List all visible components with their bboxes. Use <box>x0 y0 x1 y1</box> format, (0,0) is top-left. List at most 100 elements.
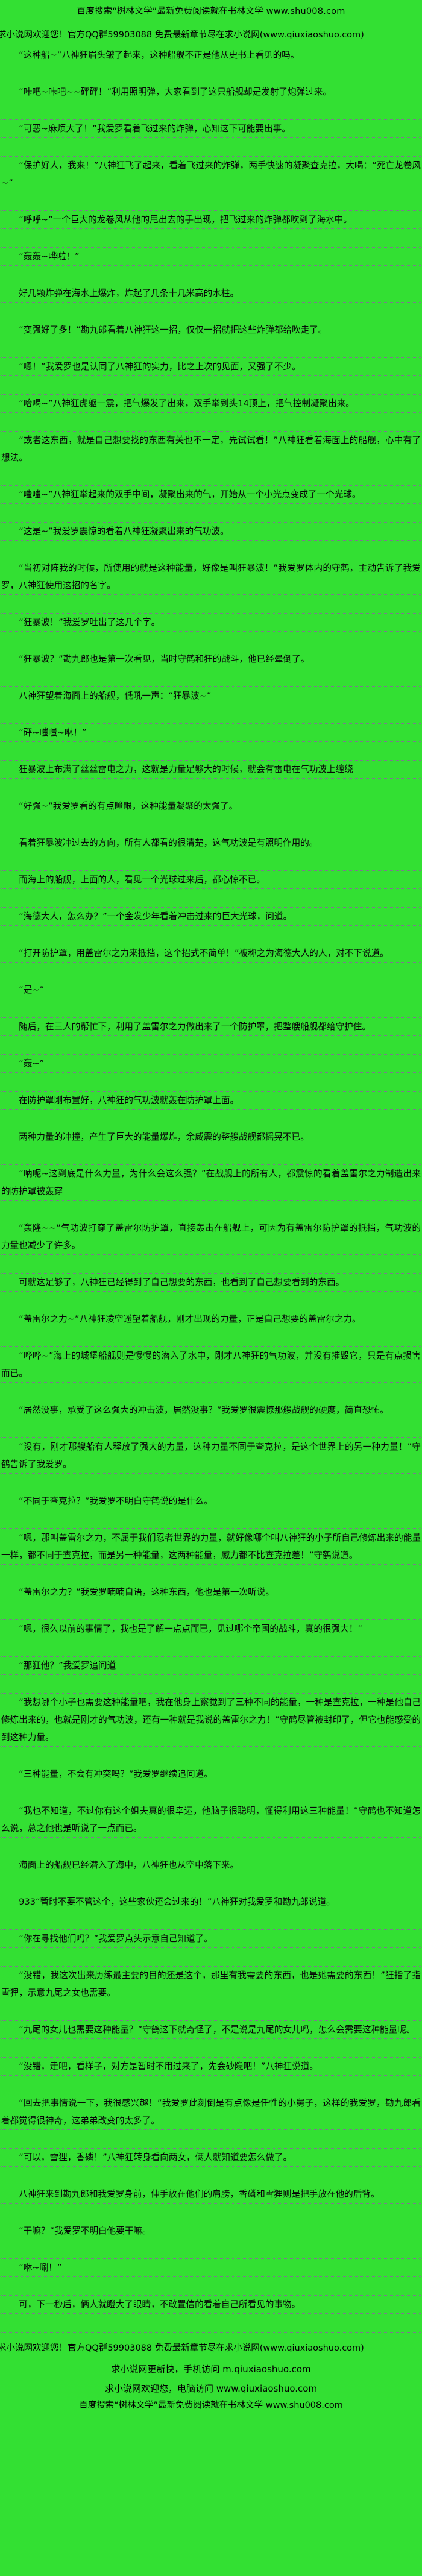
paragraph: “变强好了多！”勘九郎看着八神狂这一招，仅仅一招就把这些炸弹都给吹走了。 <box>1 321 421 339</box>
paragraph: 两种力量的冲撞，产生了巨大的能量爆炸，余威震的整艘战舰都摇晃不已。 <box>1 1128 421 1146</box>
paragraph-gap <box>1 2076 421 2094</box>
paragraph-gap <box>1 2130 421 2149</box>
welcome-banner-top-text: 求小说网欢迎您！官方QQ群59903088 免费最新章节尽在求小说网(www.q… <box>0 30 364 40</box>
paragraph: “没错，我这次出来历练最主要的目的还是这个，那里有我需要的东西，也是她需要的东西… <box>1 1967 421 2002</box>
paragraph: 而海上的船舰，上面的人，看见一个光球过来后，都心惊不已。 <box>1 871 421 889</box>
paragraph-gap <box>1 2039 421 2058</box>
paragraph: “嗯，很久以前的事情了，我也是了解一点点而已，见过哪个帝国的战斗，真的很强大！” <box>1 1620 421 1638</box>
bottom-banner-text: 百度搜索“树林文学”最新免费阅读就在书林文学 www.shu008.com <box>79 2401 343 2411</box>
paragraph: “盖雷尔之力~”八神狂凌空遥望着船舰，刚才出现的力量，正是自己想要的盖雷尔之力。 <box>1 1310 421 1328</box>
paragraph-gap <box>1 1292 421 1310</box>
paragraph: “可以，雪狸，香磷！”八神狂转身看向两女，俩人就知道要怎么做了。 <box>1 2149 421 2167</box>
paragraph: “干嘛？”我爱罗不明白他要干嘛。 <box>1 2222 421 2240</box>
paragraph: “你在寻找他们吗？”我爱罗点头示意自己知道了。 <box>1 1930 421 1948</box>
paragraph-gap <box>1 1838 421 1856</box>
paragraph: 可就这足够了，八神狂已经得到了自己想要的东西，也看到了自己想要看到的东西。 <box>1 1274 421 1292</box>
paragraph: “盖雷尔之力？”我爱罗喃喃自语，这种东西，他也是第一次听说。 <box>1 1583 421 1601</box>
paragraph-gap <box>1 138 421 157</box>
paragraph: “没错，走吧，看样子，对方是暂时不用过来了，先会砂隐吧！”八神狂说道。 <box>1 2058 421 2076</box>
paragraph-gap <box>1 668 421 687</box>
paragraph-gap <box>1 742 421 761</box>
paragraph-gap <box>1 632 421 650</box>
paragraph: “狂暴波？”勘九郎也是第一次看见，当时守鹤和狂的战斗，他已经晕倒了。 <box>1 650 421 668</box>
paragraph-gap <box>1 1948 421 1967</box>
paragraph-gap <box>1 1911 421 1930</box>
chapter-body: “这种船~”八神狂眉头皱了起来，这种船舰不正是他从史书上看见的吗。 “咔吧~咔吧… <box>0 46 422 2333</box>
bottom-banner: 百度搜索“树林文学”最新免费阅读就在书林文学 www.shu008.com <box>0 2398 422 2413</box>
paragraph-gap <box>1 339 421 358</box>
paragraph-gap <box>1 1073 421 1092</box>
paragraph: “海德大人，怎么办？”一个金发少年看着冲击过来的巨大光球，问道。 <box>1 908 421 926</box>
paragraph-gap <box>1 1675 421 1694</box>
paragraph-gap <box>1 2002 421 2021</box>
paragraph: 随后，在三人的帮忙下，利用了盖雷尔之力做出来了一个防护罩，把整艘船舰都给守护住。 <box>1 1018 421 1036</box>
paragraph: “九尾的女儿也需要这种能量？”守鹤这下就奇怪了，不是说是九尾的女儿吗，怎么会需要… <box>1 2021 421 2039</box>
paragraph: “轰轰~哗啦！” <box>1 248 421 266</box>
paragraph-gap <box>1 1747 421 1765</box>
paragraph: “居然没事，承受了这么强大的冲击波，居然没事？”我爱罗很震惊那艘战舰的硬度，简直… <box>1 1401 421 1419</box>
paragraph-gap <box>1 229 421 248</box>
paragraph: 在防护罩刚布置好，八神狂的气功波就轰在防护罩上面。 <box>1 1092 421 1110</box>
paragraph-gap <box>1 1146 421 1165</box>
paragraph-gap <box>1 1565 421 1583</box>
paragraph: “这种船~”八神狂眉头皱了起来，这种船舰不正是他从史书上看见的吗。 <box>1 46 421 64</box>
paragraph: “回去把事情说一下，我很感兴趣！”我爱罗此刻倒是有点像是任性的小舅子，这样的我爱… <box>1 2094 421 2130</box>
paragraph: “哗哗~”海上的城堡船舰则是慢慢的潜入了水中，刚才八神狂的气功波，并没有摧毁它，… <box>1 1347 421 1383</box>
paragraph: “是~” <box>1 981 421 999</box>
paragraph-gap <box>1 1874 421 1893</box>
paragraph-gap <box>1 815 421 834</box>
paragraph: “呼呼~”一个巨大的龙卷风从他的甩出去的手出现，把飞过来的炸弹都吹到了海水中。 <box>1 211 421 229</box>
welcome-banner-top: 求小说网欢迎您！官方QQ群59903088 免费最新章节尽在求小说网(www.q… <box>0 20 422 46</box>
paragraph-gap <box>1 1383 421 1401</box>
paragraph: “轰隆~~”气功波打穿了盖雷尔防护罩，直接轰击在船舰上，可因为有盖雷尔防护罩的抵… <box>1 1219 421 1255</box>
top-banner-text: 百度搜索“树林文学”最新免费阅读就在书林文学 www.shu008.com <box>77 7 345 16</box>
paragraph: “嗯！”我爱罗也是认同了八神狂的实力，比之上次的见面，又强了不少。 <box>1 358 421 376</box>
paragraph-gap <box>1 413 421 432</box>
paragraph: “呐呢~这到底是什么力量，为什么会这么强？”在战舰上的所有人，都震惊的看着盖雷尔… <box>1 1165 421 1201</box>
paragraph-gap <box>1 1201 421 1219</box>
top-banner: 百度搜索“树林文学”最新免费阅读就在书林文学 www.shu008.com <box>0 0 422 20</box>
paragraph-gap <box>1 889 421 908</box>
paragraph-gap <box>1 467 421 486</box>
paragraph: “我想哪个小子也需要这种能量吧，我在他身上察觉到了三种不同的能量，一种是查克拉，… <box>1 1694 421 1747</box>
paragraph-gap <box>1 541 421 559</box>
paragraph: “咻~唰！” <box>1 2259 421 2277</box>
welcome-banner-bottom: 求小说网欢迎您！官方QQ群59903088 免费最新章节尽在求小说网(www.q… <box>0 2334 422 2360</box>
paragraph-gap <box>1 1036 421 1055</box>
paragraph-gap <box>1 2277 421 2296</box>
paragraph-gap <box>1 1419 421 1438</box>
paragraph-gap <box>1 999 421 1018</box>
novel-reader-page: 百度搜索“树林文学”最新免费阅读就在书林文学 www.shu008.com 求小… <box>0 0 422 2414</box>
paragraph: “我也不知道，不过你有这个姐夫真的很幸运，他脑子很聪明，懂得利用这三种能量！”守… <box>1 1802 421 1838</box>
paragraph-gap <box>1 963 421 981</box>
paragraph: “嗤嗤~”八神狂举起来的双手中间，凝聚出来的气，开始从一个小光点变成了一个光球。 <box>1 486 421 504</box>
paragraph-gap <box>1 852 421 871</box>
footer-links: 求小说网更新快，手机访问 m.qiuxiaoshuo.com 求小说网欢迎您，电… <box>0 2360 422 2399</box>
paragraph-gap <box>1 303 421 321</box>
paragraph: “那狂他？”我爱罗追问道 <box>1 1657 421 1675</box>
paragraph: “嗯，那叫盖雷尔之力，不属于我们忍者世界的力量，就好像哪个叫八神狂的小子所自己修… <box>1 1529 421 1565</box>
paragraph: 933“暂时不要不管这个，这些家伙还会过来的！”八神狂对我爱罗和勘九郎说道。 <box>1 1893 421 1911</box>
paragraph-gap <box>1 2167 421 2185</box>
desktop-access-line: 求小说网欢迎您，电脑访问 www.qiuxiaoshuo.com <box>104 2383 318 2394</box>
paragraph-gap <box>1 1255 421 1274</box>
paragraph: “或者这东西，就是自己想要找的东西有关也不一定，先试试看！”八神狂看着海面上的船… <box>1 432 421 467</box>
paragraph-gap <box>1 705 421 724</box>
footer-block: 求小说网欢迎您！官方QQ群59903088 免费最新章节尽在求小说网(www.q… <box>0 2333 422 2414</box>
paragraph: 好几颗炸弹在海水上爆炸，炸起了几条十几米高的水柱。 <box>1 284 421 303</box>
paragraph-gap <box>1 192 421 211</box>
paragraph: 八神狂望着海面上的船舰，低吼一声：“狂暴波~” <box>1 687 421 705</box>
mobile-access-line: 求小说网更新快，手机访问 m.qiuxiaoshuo.com <box>111 2363 311 2375</box>
paragraph: “打开防护罩，用盖雷尔之力来抵挡，这个招式不简单！”被称之为海德大人的人，对不下… <box>1 944 421 963</box>
paragraph: 海面上的船舰已经潜入了海中，八神狂也从空中落下来。 <box>1 1856 421 1874</box>
paragraph: “好强~”我爱罗看的有点瞪眼，这种能量凝聚的太强了。 <box>1 797 421 815</box>
paragraph: “砰~嗤嗤~咻！” <box>1 724 421 742</box>
paragraph: 狂暴波上布满了丝丝雷电之力，这就是力量足够大的时候，就会有雷电在气功波上缠绕 <box>1 761 421 779</box>
paragraph: “不同于查克拉？”我爱罗不明白守鹤说的是什么。 <box>1 1492 421 1510</box>
paragraph-gap <box>1 1110 421 1128</box>
paragraph-gap <box>1 1638 421 1657</box>
welcome-banner-bottom-text: 求小说网欢迎您！官方QQ群59903088 免费最新章节尽在求小说网(www.q… <box>0 2343 364 2353</box>
paragraph-gap <box>1 1601 421 1620</box>
paragraph: “没有，刚才那艘船有人释放了强大的力量，这种力量不同于查克拉，是这个世界上的另一… <box>1 1438 421 1474</box>
paragraph: “哈喝~”八神狂虎躯一震，把气爆发了出来，双手举到头14顶上，把气控制凝聚出来。 <box>1 395 421 413</box>
